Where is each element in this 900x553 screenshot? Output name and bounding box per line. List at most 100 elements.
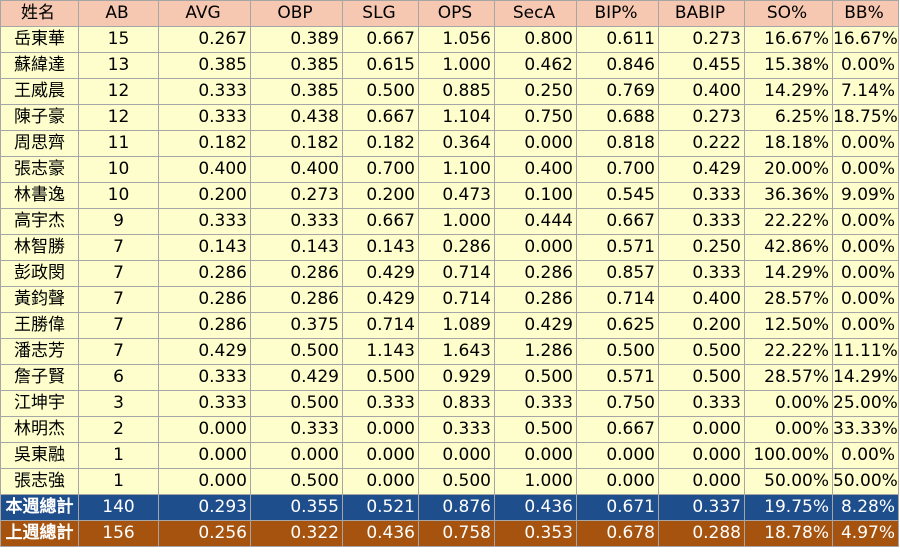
total-ops: 0.876 xyxy=(418,494,495,521)
bip-cell: 0.714 xyxy=(576,286,659,313)
slg-cell: 0.667 xyxy=(342,208,419,235)
avg-cell: 0.000 xyxy=(158,442,251,469)
ops-cell: 1.056 xyxy=(418,26,495,53)
slg-cell: 0.500 xyxy=(342,78,419,105)
seca-cell: 0.429 xyxy=(494,312,577,339)
slg-cell: 0.500 xyxy=(342,364,419,391)
so-cell: 100.00% xyxy=(744,442,833,469)
slg-cell: 0.667 xyxy=(342,104,419,131)
col-header-slg: SLG xyxy=(342,0,419,27)
babip-cell: 0.500 xyxy=(658,338,745,365)
babip-cell: 0.273 xyxy=(658,26,745,53)
babip-cell: 0.000 xyxy=(658,416,745,443)
babip-cell: 0.333 xyxy=(658,390,745,417)
ops-cell: 0.833 xyxy=(418,390,495,417)
obp-cell: 0.286 xyxy=(250,286,343,313)
total-ab: 156 xyxy=(78,520,159,547)
ops-cell: 0.000 xyxy=(418,442,495,469)
bip-cell: 0.545 xyxy=(576,182,659,209)
bb-cell: 0.00% xyxy=(832,286,899,313)
slg-cell: 0.667 xyxy=(342,26,419,53)
table-row: 吳東融 1 0.000 0.000 0.000 0.000 0.000 0.000 0.000 1… xyxy=(0,442,899,469)
ab-cell: 7 xyxy=(78,312,159,339)
ops-cell: 0.885 xyxy=(418,78,495,105)
so-cell: 20.00% xyxy=(744,156,833,183)
bip-cell: 0.611 xyxy=(576,26,659,53)
bip-cell: 0.000 xyxy=(576,468,659,495)
ops-cell: 0.714 xyxy=(418,260,495,287)
total-avg: 0.293 xyxy=(158,494,251,521)
player-name-cell: 潘志芳 xyxy=(0,338,79,365)
seca-cell: 0.286 xyxy=(494,286,577,313)
ops-cell: 1.000 xyxy=(418,52,495,79)
avg-cell: 0.286 xyxy=(158,260,251,287)
col-header-so: SO% xyxy=(744,0,833,27)
player-name-cell: 詹子賢 xyxy=(0,364,79,391)
bip-cell: 0.688 xyxy=(576,104,659,131)
ops-cell: 0.929 xyxy=(418,364,495,391)
babip-cell: 0.400 xyxy=(658,286,745,313)
obp-cell: 0.385 xyxy=(250,52,343,79)
player-name-cell: 王勝偉 xyxy=(0,312,79,339)
slg-cell: 1.143 xyxy=(342,338,419,365)
ops-cell: 0.333 xyxy=(418,416,495,443)
bip-cell: 0.571 xyxy=(576,234,659,261)
babip-cell: 0.500 xyxy=(658,364,745,391)
player-name-cell: 黃鈞聲 xyxy=(0,286,79,313)
bip-cell: 0.667 xyxy=(576,208,659,235)
seca-cell: 0.000 xyxy=(494,130,577,157)
ab-cell: 6 xyxy=(78,364,159,391)
babip-cell: 0.400 xyxy=(658,78,745,105)
this-week-total-row: 本週總計 140 0.293 0.355 0.521 0.876 0.436 0… xyxy=(0,494,899,521)
so-cell: 0.00% xyxy=(744,390,833,417)
babip-cell: 0.222 xyxy=(658,130,745,157)
bb-cell: 0.00% xyxy=(832,208,899,235)
so-cell: 16.67% xyxy=(744,26,833,53)
bb-cell: 0.00% xyxy=(832,260,899,287)
babip-cell: 0.200 xyxy=(658,312,745,339)
col-header-name: 姓名 xyxy=(0,0,79,27)
obp-cell: 0.438 xyxy=(250,104,343,131)
slg-cell: 0.182 xyxy=(342,130,419,157)
bb-cell: 9.09% xyxy=(832,182,899,209)
seca-cell: 0.500 xyxy=(494,364,577,391)
babip-cell: 0.000 xyxy=(658,468,745,495)
bb-cell: 0.00% xyxy=(832,52,899,79)
seca-cell: 0.800 xyxy=(494,26,577,53)
so-cell: 14.29% xyxy=(744,260,833,287)
player-name-cell: 林智勝 xyxy=(0,234,79,261)
table-row: 王威晨 12 0.333 0.385 0.500 0.885 0.250 0.769 0.400… xyxy=(0,78,899,105)
seca-cell: 0.750 xyxy=(494,104,577,131)
bb-cell: 18.75% xyxy=(832,104,899,131)
obp-cell: 0.400 xyxy=(250,156,343,183)
col-header-bb: BB% xyxy=(832,0,899,27)
player-name-cell: 王威晨 xyxy=(0,78,79,105)
ab-cell: 12 xyxy=(78,104,159,131)
col-header-ops: OPS xyxy=(418,0,495,27)
bb-cell: 7.14% xyxy=(832,78,899,105)
babip-cell: 0.273 xyxy=(658,104,745,131)
player-name-cell: 蘇緯達 xyxy=(0,52,79,79)
table-row: 高宇杰 9 0.333 0.333 0.667 1.000 0.444 0.667 0.333 2… xyxy=(0,208,899,235)
seca-cell: 1.286 xyxy=(494,338,577,365)
slg-cell: 0.333 xyxy=(342,390,419,417)
col-header-babip: BABIP xyxy=(658,0,745,27)
avg-cell: 0.385 xyxy=(158,52,251,79)
bb-cell: 16.67% xyxy=(832,26,899,53)
total-label: 本週總計 xyxy=(0,494,79,521)
player-name-cell: 林明杰 xyxy=(0,416,79,443)
avg-cell: 0.400 xyxy=(158,156,251,183)
table-row: 岳東華 15 0.267 0.389 0.667 1.056 0.800 0.611 0.273… xyxy=(0,26,899,53)
bip-cell: 0.846 xyxy=(576,52,659,79)
babip-cell: 0.333 xyxy=(658,208,745,235)
bip-cell: 0.500 xyxy=(576,338,659,365)
total-seca: 0.353 xyxy=(494,520,577,547)
table-row: 潘志芳 7 0.429 0.500 1.143 1.643 1.286 0.500 0.500 2… xyxy=(0,338,899,365)
bip-cell: 0.750 xyxy=(576,390,659,417)
total-label: 上週總計 xyxy=(0,520,79,547)
table-row: 林書逸 10 0.200 0.273 0.200 0.473 0.100 0.545 0.333… xyxy=(0,182,899,209)
table-row: 詹子賢 6 0.333 0.429 0.500 0.929 0.500 0.571 0.500 2… xyxy=(0,364,899,391)
seca-cell: 0.444 xyxy=(494,208,577,235)
obp-cell: 0.143 xyxy=(250,234,343,261)
total-babip: 0.288 xyxy=(658,520,745,547)
